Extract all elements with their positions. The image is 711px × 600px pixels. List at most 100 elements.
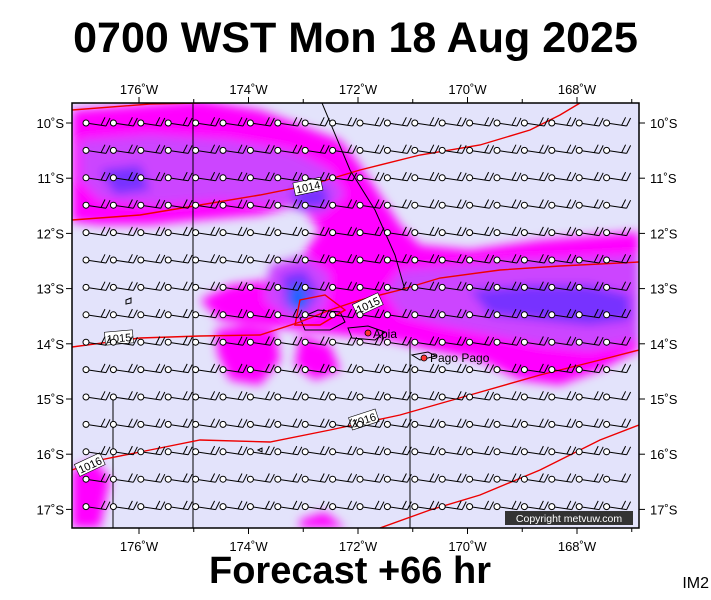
- wind-barb: [329, 391, 358, 401]
- wind-barb: [520, 254, 549, 264]
- wind-barb: [137, 391, 166, 401]
- wind-barb: [575, 500, 604, 511]
- wind-barb: [137, 117, 166, 127]
- wind-barb: [548, 226, 577, 237]
- wind-barb: [192, 445, 221, 456]
- wind-barb: [411, 117, 440, 127]
- wind-barb: [575, 171, 604, 182]
- wind-barb: [164, 500, 193, 511]
- wind-barb: [329, 254, 358, 264]
- wind-barb: [438, 308, 467, 319]
- wind-barb: [82, 445, 111, 456]
- wind-barb: [520, 281, 549, 291]
- wind-barb: [520, 308, 549, 319]
- wind-barb: [411, 363, 440, 374]
- lat-label-right: 10˚S: [650, 116, 678, 131]
- wind-barb: [411, 171, 440, 182]
- wind-barb: [466, 226, 495, 237]
- wind-barb: [383, 500, 412, 511]
- wind-barb: [274, 391, 303, 401]
- wind-barb: [603, 117, 632, 127]
- wind-barb: [329, 500, 358, 511]
- wind-barb: [137, 336, 166, 346]
- wind-barb: [219, 418, 248, 428]
- wind-barb: [164, 308, 193, 319]
- wind-barb: [164, 391, 193, 401]
- wind-barb: [219, 445, 248, 456]
- wind-barb: [466, 144, 495, 154]
- wind-barb: [301, 445, 330, 456]
- wind-barb: [82, 391, 111, 401]
- wind-barb: [520, 144, 549, 154]
- pago-pago-label: Pago Pago: [430, 351, 490, 365]
- place-markers: Apia Pago Pago: [364, 327, 490, 365]
- wind-barb: [274, 500, 303, 511]
- isobar-label-1014: 1014: [292, 176, 324, 196]
- wind-barb: [603, 199, 632, 209]
- wind-barb: [548, 117, 577, 127]
- wind-barb: [329, 308, 358, 319]
- lon-label-top: 176˚W: [120, 82, 159, 97]
- wind-barb: [520, 226, 549, 237]
- wind-barb: [493, 445, 522, 456]
- wind-barb: [383, 199, 412, 209]
- wind-barb: [246, 473, 275, 483]
- wind-barb: [301, 117, 330, 127]
- lat-label-right: 17˚S: [650, 502, 678, 517]
- wind-barb: [329, 473, 358, 483]
- wind-barb: [520, 171, 549, 182]
- wind-barb: [438, 144, 467, 154]
- wind-barb: [411, 391, 440, 401]
- wind-barb: [109, 418, 138, 428]
- wind-barb: [383, 336, 412, 346]
- wind-barb: [520, 199, 549, 209]
- lon-label-bottom: 176˚W: [120, 539, 159, 554]
- wind-barb: [438, 281, 467, 291]
- wind-barb: [301, 308, 330, 319]
- lon-label-top: 168˚W: [558, 82, 597, 97]
- wind-barb: [219, 254, 248, 264]
- isobar-1015-core: [294, 294, 347, 326]
- wind-barb: [466, 363, 495, 374]
- wind-barb: [301, 254, 330, 264]
- wind-barb: [603, 226, 632, 237]
- wind-barb: [520, 418, 549, 428]
- precip-max-core: [289, 284, 307, 312]
- wind-barb: [109, 473, 138, 483]
- lat-label-right: 13˚S: [650, 282, 678, 297]
- wind-barb: [603, 254, 632, 264]
- wind-barb: [219, 391, 248, 401]
- wind-barb: [548, 445, 577, 456]
- wind-barb: [109, 308, 138, 319]
- wind-barb: [493, 391, 522, 401]
- wind-barb: [356, 308, 385, 319]
- wind-barb: [329, 117, 358, 127]
- wind-barb: [219, 363, 248, 374]
- wind-barb: [137, 226, 166, 237]
- wind-barb: [137, 308, 166, 319]
- wind-barb: [274, 445, 303, 456]
- wind-barb: [246, 171, 275, 182]
- lon-label-top: 174˚W: [229, 82, 268, 97]
- wind-barb: [438, 363, 467, 374]
- wind-barb: [356, 144, 385, 154]
- wind-barb: [137, 254, 166, 264]
- wind-barb: [411, 418, 440, 428]
- wind-barb: [274, 473, 303, 483]
- wind-barb: [246, 308, 275, 319]
- wind-barb: [466, 308, 495, 319]
- wind-barb: [438, 226, 467, 237]
- wind-barb: [301, 171, 330, 182]
- isobar-1016-se: [379, 424, 639, 528]
- wind-barb: [383, 254, 412, 264]
- wind-barb: [466, 199, 495, 209]
- wind-barb: [82, 363, 111, 374]
- wind-barb: [329, 281, 358, 291]
- wind-barb: [493, 171, 522, 182]
- wind-barb: [493, 500, 522, 511]
- longitude-labels-bottom: 176˚W 174˚W 172˚W 170˚W 168˚W: [120, 539, 597, 554]
- wind-barb: [246, 391, 275, 401]
- wind-barb: [274, 226, 303, 237]
- wind-barb: [575, 391, 604, 401]
- wind-barb: [164, 144, 193, 154]
